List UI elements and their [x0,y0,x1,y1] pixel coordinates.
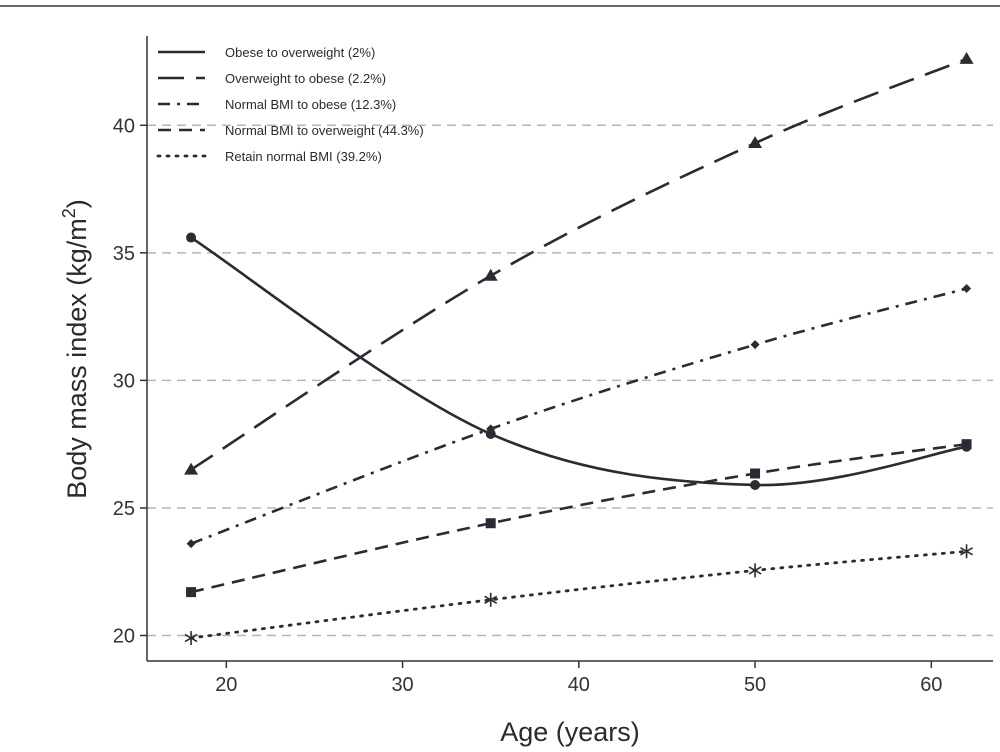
x-tick-label-30: 30 [391,674,413,696]
marker-series-2-point-2 [750,340,760,350]
marker-series-2-point-1 [486,424,496,434]
marker-series-3-point-1 [485,518,496,529]
gridlines [147,124,993,637]
y-tick-label-20: 20 [113,625,135,647]
marker-series-1-point-2 [748,136,763,149]
series-lines [189,57,968,640]
y-tick-label-35: 35 [113,243,135,265]
legend-label-2: Normal BMI to obese (12.3%) [225,97,396,112]
y-axis-title-close: ) [62,199,92,208]
marker-series-2-point-0 [186,539,196,549]
legend-label-1: Overweight to obese (2.2%) [225,71,386,86]
series-line-1 [190,57,968,471]
marker-series-4-point-2 [748,563,762,578]
series-line-2 [190,287,967,545]
x-axis-title: Age (years) [500,717,640,747]
y-axis-title: Body mass index (kg/m2) [59,199,92,499]
marker-series-0-point-0 [186,232,197,243]
marker-series-0-point-1 [485,428,496,439]
marker-series-3-point-3 [961,439,972,450]
marker-series-4-point-0-stroke-2 [184,633,198,643]
axis-ticks: 20 25 30 35 40 20 30 40 50 60 [113,115,943,696]
marker-series-3-point-0 [186,587,197,598]
legend-label-0: Obese to overweight (2%) [225,45,375,60]
legend-label-3: Normal BMI to overweight (44.3%) [225,123,424,138]
x-tick-label-40: 40 [568,674,590,696]
x-tick-label-50: 50 [744,674,766,696]
marker-series-4-point-1 [484,592,498,607]
marker-series-1-point-3 [959,51,974,64]
x-tick-label-20: 20 [215,674,237,696]
marker-series-1-point-0 [184,462,199,475]
axes [146,36,993,662]
series-line-0 [190,236,967,487]
marker-series-4-point-0 [184,631,198,646]
series-line-3 [190,442,967,594]
legend: Obese to overweight (2%) Overweight to ob… [156,45,424,164]
y-tick-label-40: 40 [113,115,135,137]
y-tick-label-30: 30 [113,370,135,392]
marker-series-0-point-2 [750,479,761,490]
marker-series-1-point-1 [483,268,498,281]
y-tick-label-25: 25 [113,498,135,520]
legend-label-4: Retain normal BMI (39.2%) [225,149,382,164]
marker-series-4-point-3-stroke-2 [960,547,974,556]
marker-series-2-point-3 [962,284,972,294]
marker-series-4-point-1-stroke-2 [484,595,498,604]
marker-series-4-point-3 [960,544,974,559]
marker-series-3-point-2 [750,468,761,479]
y-axis-title-superscript: 2 [59,208,79,218]
y-axis-title-main: Body mass index (kg/m [62,218,92,499]
marker-series-4-point-2-stroke-2 [748,566,762,575]
series-line-4 [189,549,968,640]
x-tick-label-60: 60 [920,674,942,696]
series-markers [184,51,974,646]
